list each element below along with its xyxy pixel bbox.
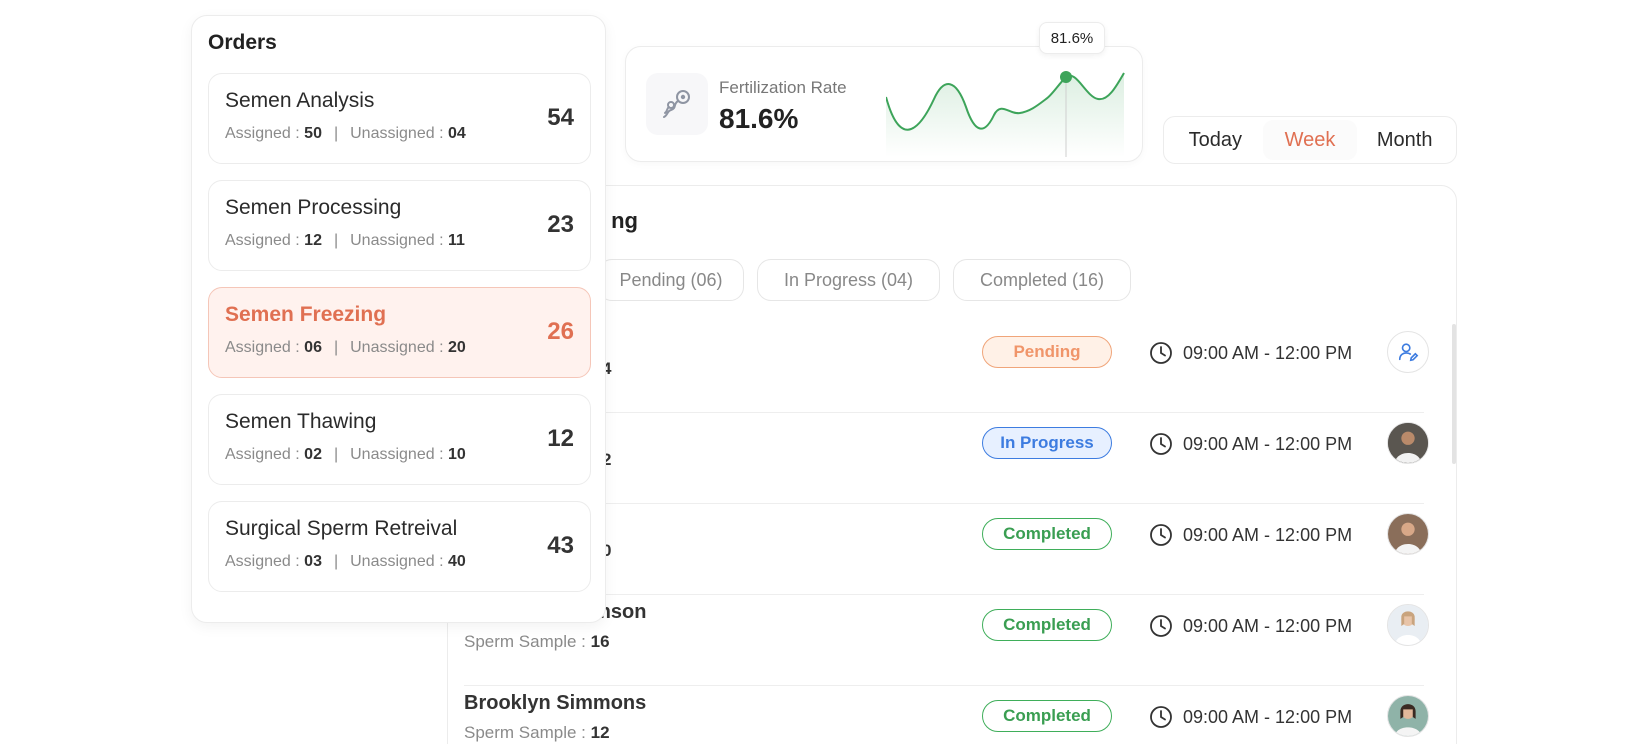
period-toggle: Today Week Month (1163, 116, 1457, 164)
time-range: 09:00 AM - 12:00 PM (1149, 523, 1352, 547)
sperm-sample: Sperm Sample : 16 (464, 632, 610, 651)
order-name: Semen Thawing (225, 410, 377, 433)
order-meta: Assigned : 12 | Unassigned : 11 (225, 232, 465, 249)
order-meta: Assigned : 50 | Unassigned : 04 (225, 125, 466, 142)
list-scrollbar[interactable] (1452, 324, 1456, 464)
order-item-semen-freezing[interactable]: Semen Freezing Assigned : 06 | Unassigned … (208, 287, 591, 378)
order-count: 43 (547, 532, 574, 559)
list-item[interactable]: amson Sperm Sample : 16 Completed 09:00 … (464, 595, 1429, 686)
clock-icon (1150, 433, 1172, 455)
period-week-button[interactable]: Week (1262, 120, 1358, 160)
doctor-avatar[interactable] (1387, 513, 1429, 555)
order-count: 12 (547, 425, 574, 452)
panel-title: ng (611, 208, 638, 233)
list-item[interactable]: 2 In Progress 09:00 AM - 12:00 PM (464, 413, 1429, 504)
time-text: 09:00 AM - 12:00 PM (1183, 615, 1353, 636)
order-meta: Assigned : 06 | Unassigned : 20 (225, 339, 466, 356)
order-item-semen-thawing[interactable]: Semen Thawing Assigned : 02 | Unassigned :… (208, 394, 591, 485)
status-badge: In Progress (982, 427, 1112, 459)
list-item[interactable]: 0 Completed 09:00 AM - 12:00 PM (464, 504, 1429, 595)
sperm-icon (646, 73, 708, 135)
tab-pending[interactable]: Pending (06) (598, 259, 744, 301)
order-count: 26 (547, 318, 574, 345)
fertilization-rate-value: 81.6% (719, 103, 799, 134)
doctor-avatar[interactable] (1387, 695, 1429, 737)
assign-user-icon[interactable] (1387, 331, 1429, 373)
status-badge: Completed (982, 518, 1112, 550)
order-name: Surgical Sperm Retreival (225, 517, 458, 540)
period-month-button[interactable]: Month (1376, 128, 1433, 151)
sperm-sample: 2 (602, 450, 612, 469)
order-count: 23 (547, 211, 574, 238)
clock-icon (1150, 706, 1172, 728)
appointment-list: 4 Pending 09:00 AM - 12:00 PM 2 (464, 322, 1429, 744)
fertilization-rate-label: Fertilization Rate (719, 78, 847, 97)
sperm-sample: Sperm Sample : 12 (464, 723, 610, 742)
order-meta: Assigned : 02 | Unassigned : 10 (225, 446, 466, 463)
orders-title: Orders (208, 31, 277, 54)
sperm-sample: 0 (602, 541, 612, 560)
sparkline-tooltip: 81.6% (1039, 22, 1105, 54)
patient-name: Brooklyn Simmons (464, 692, 647, 714)
time-range: 09:00 AM - 12:00 PM (1149, 432, 1352, 456)
order-meta: Assigned : 03 | Unassigned : 40 (225, 553, 466, 570)
order-name: Semen Processing (225, 196, 402, 219)
order-count: 54 (547, 104, 574, 131)
fertilization-sparkline (886, 71, 1125, 157)
status-badge: Pending (982, 336, 1112, 368)
time-text: 09:00 AM - 12:00 PM (1183, 524, 1353, 545)
sperm-sample: 4 (602, 359, 612, 378)
status-badge: Completed (982, 609, 1112, 641)
tab-completed[interactable]: Completed (16) (953, 259, 1131, 301)
doctor-avatar[interactable] (1387, 422, 1429, 464)
list-item[interactable]: Brooklyn Simmons Sperm Sample : 12 Compl… (464, 686, 1429, 744)
time-range: 09:00 AM - 12:00 PM (1149, 341, 1352, 365)
time-text: 09:00 AM - 12:00 PM (1183, 433, 1353, 454)
time-range: 09:00 AM - 12:00 PM (1149, 705, 1352, 729)
fertilization-rate-card: Fertilization Rate 81.6% (625, 46, 1143, 162)
processing-panel: ng Pending (06) In Progress (04) Complet… (447, 185, 1457, 744)
order-item-semen-processing[interactable]: Semen Processing Assigned : 12 | Unassigne… (208, 180, 591, 271)
clock-icon (1150, 524, 1172, 546)
time-text: 09:00 AM - 12:00 PM (1183, 342, 1353, 363)
clock-icon (1150, 342, 1172, 364)
period-today-button[interactable]: Today (1188, 128, 1243, 151)
orders-card: Orders Semen Analysis Assigned : 50 | Unas… (191, 15, 606, 623)
tab-in-progress[interactable]: In Progress (04) (757, 259, 940, 301)
list-item[interactable]: 4 Pending 09:00 AM - 12:00 PM (464, 322, 1429, 413)
doctor-avatar[interactable] (1387, 604, 1429, 646)
order-item-surgical-sperm-retreival[interactable]: Surgical Sperm Retreival Assigned : 03 | U… (208, 501, 591, 592)
time-range: 09:00 AM - 12:00 PM (1149, 614, 1352, 638)
status-badge: Completed (982, 700, 1112, 732)
time-text: 09:00 AM - 12:00 PM (1183, 706, 1353, 727)
order-name: Semen Analysis (225, 89, 375, 112)
clock-icon (1150, 615, 1172, 637)
order-item-semen-analysis[interactable]: Semen Analysis Assigned : 50 | Unassigned … (208, 73, 591, 164)
order-name: Semen Freezing (225, 303, 387, 326)
